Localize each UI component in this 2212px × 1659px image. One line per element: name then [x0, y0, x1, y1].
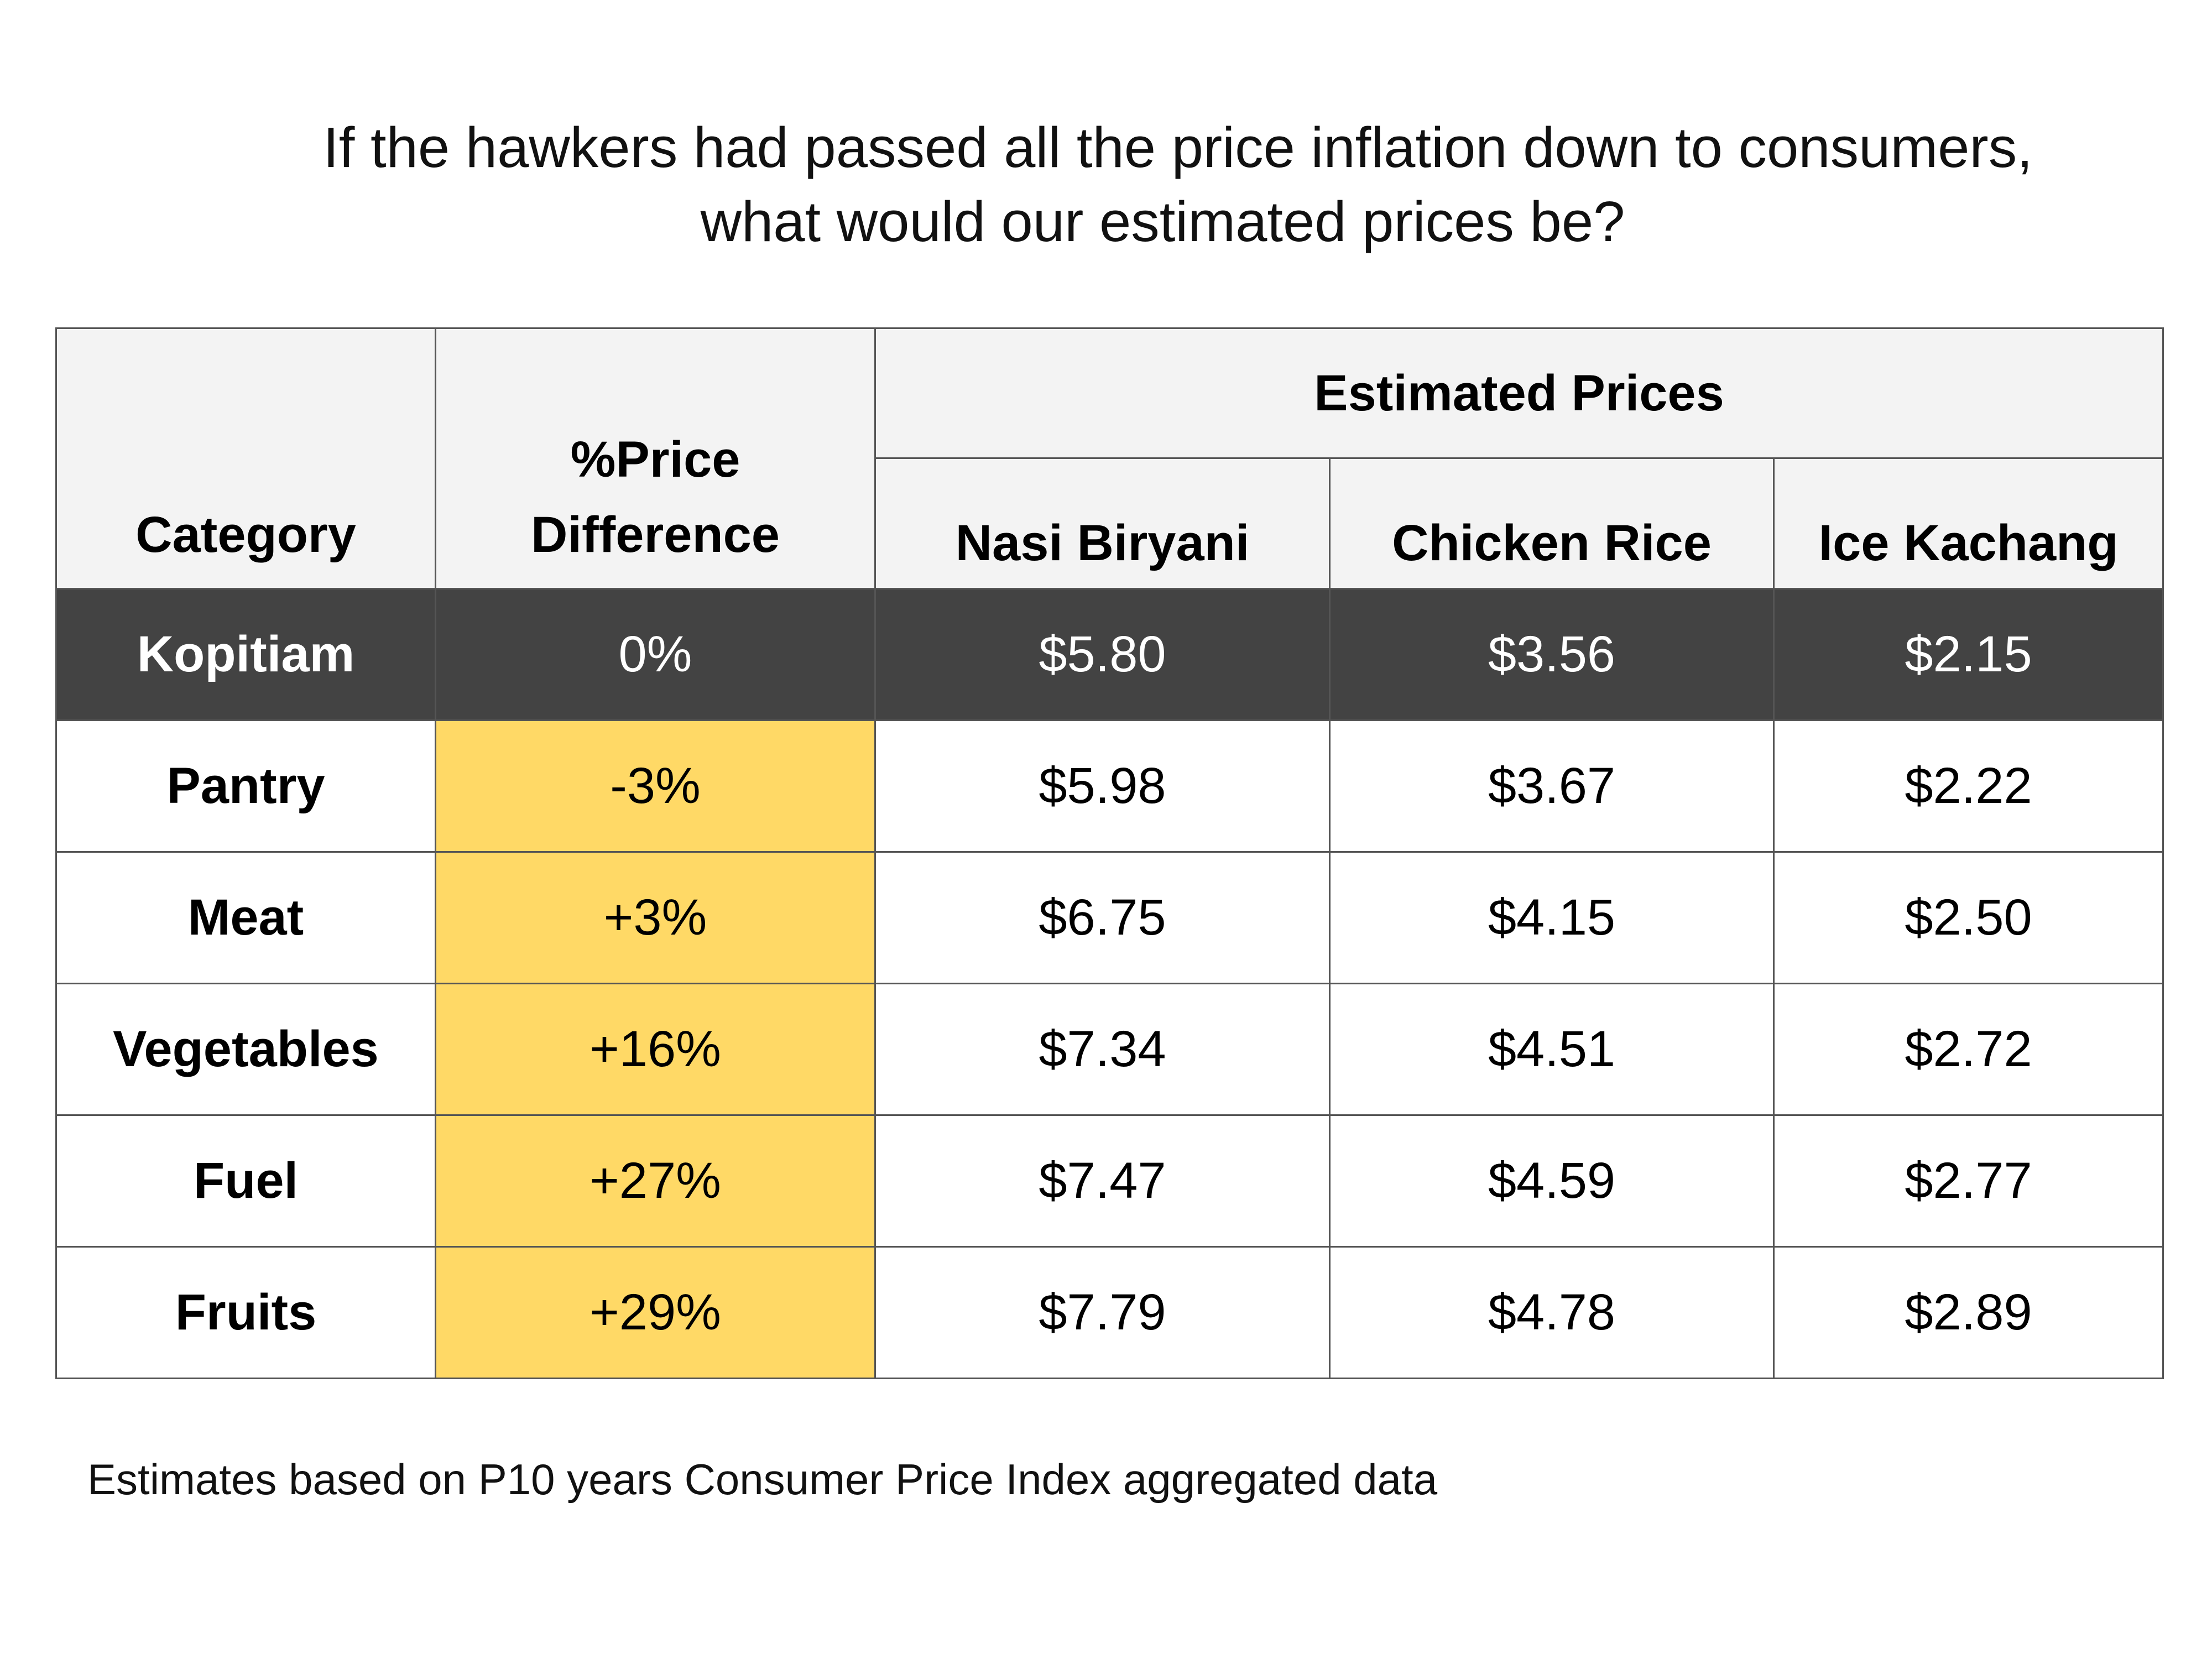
chart-title-line-2: what would our estimated prices be?	[700, 190, 1625, 253]
row-price-difference: +3%	[435, 851, 876, 984]
row-price-nasi-biryani: $7.34	[874, 983, 1331, 1116]
header-ice-kachang: Ice Kachang	[1772, 457, 2164, 589]
table-body: Kopitiam 0% $5.80 $3.56 $2.15 Pantry -3% $5.98 $…	[55, 588, 2164, 1379]
header-estimated-prices: Estimated Prices	[874, 327, 2164, 459]
footnote: Estimates based on P10 years Consumer Pr…	[87, 1455, 1438, 1504]
table-row: Pantry -3% $5.98 $3.67 $2.22	[55, 719, 2164, 853]
row-price-difference: +16%	[435, 983, 876, 1116]
row-price-ice-kachang: $2.22	[1772, 719, 2164, 853]
row-price-nasi-biryani: $6.75	[874, 851, 1331, 984]
table-row: Meat +3% $6.75 $4.15 $2.50	[55, 851, 2164, 984]
row-price-chicken-rice: $3.67	[1329, 719, 1775, 853]
row-price-chicken-rice: $4.78	[1329, 1246, 1775, 1379]
row-price-nasi-biryani: $5.80	[874, 588, 1331, 721]
row-category: Pantry	[55, 719, 436, 853]
row-category: Meat	[55, 851, 436, 984]
row-price-nasi-biryani: $7.79	[874, 1246, 1331, 1379]
header-price-difference: %Price Difference	[435, 327, 876, 589]
header-price-difference-line-1: %Price	[570, 431, 740, 488]
table-row: Fruits +29% $7.79 $4.78 $2.89	[55, 1246, 2164, 1379]
table-row: Kopitiam 0% $5.80 $3.56 $2.15	[55, 588, 2164, 721]
row-category: Fuel	[55, 1114, 436, 1248]
row-price-difference: -3%	[435, 719, 876, 853]
row-category: Kopitiam	[55, 588, 436, 721]
row-category: Fruits	[55, 1246, 436, 1379]
table-row: Vegetables +16% $7.34 $4.51 $2.72	[55, 983, 2164, 1116]
row-price-chicken-rice: $4.51	[1329, 983, 1775, 1116]
price-table: Category %Price Difference Estimated Pri…	[55, 327, 2164, 1379]
header-category: Category	[55, 327, 436, 589]
row-price-difference: +29%	[435, 1246, 876, 1379]
row-price-difference: 0%	[435, 588, 876, 721]
row-price-nasi-biryani: $7.47	[874, 1114, 1331, 1248]
header-price-difference-line-2: Difference	[531, 507, 780, 563]
row-price-nasi-biryani: $5.98	[874, 719, 1331, 853]
row-price-chicken-rice: $4.15	[1329, 851, 1775, 984]
chart-title-line-1: If the hawkers had passed all the price …	[323, 116, 2033, 179]
header-nasi-biryani: Nasi Biryani	[874, 457, 1331, 589]
row-category: Vegetables	[55, 983, 436, 1116]
table-header: Category %Price Difference Estimated Pri…	[55, 327, 2164, 589]
row-price-ice-kachang: $2.50	[1772, 851, 2164, 984]
row-price-ice-kachang: $2.15	[1772, 588, 2164, 721]
row-price-ice-kachang: $2.77	[1772, 1114, 2164, 1248]
row-price-difference: +27%	[435, 1114, 876, 1248]
row-price-chicken-rice: $3.56	[1329, 588, 1775, 721]
header-chicken-rice: Chicken Rice	[1329, 457, 1775, 589]
row-price-ice-kachang: $2.89	[1772, 1246, 2164, 1379]
row-price-chicken-rice: $4.59	[1329, 1114, 1775, 1248]
chart-title: If the hawkers had passed all the price …	[0, 111, 2212, 259]
row-price-ice-kachang: $2.72	[1772, 983, 2164, 1116]
table-row: Fuel +27% $7.47 $4.59 $2.77	[55, 1114, 2164, 1248]
